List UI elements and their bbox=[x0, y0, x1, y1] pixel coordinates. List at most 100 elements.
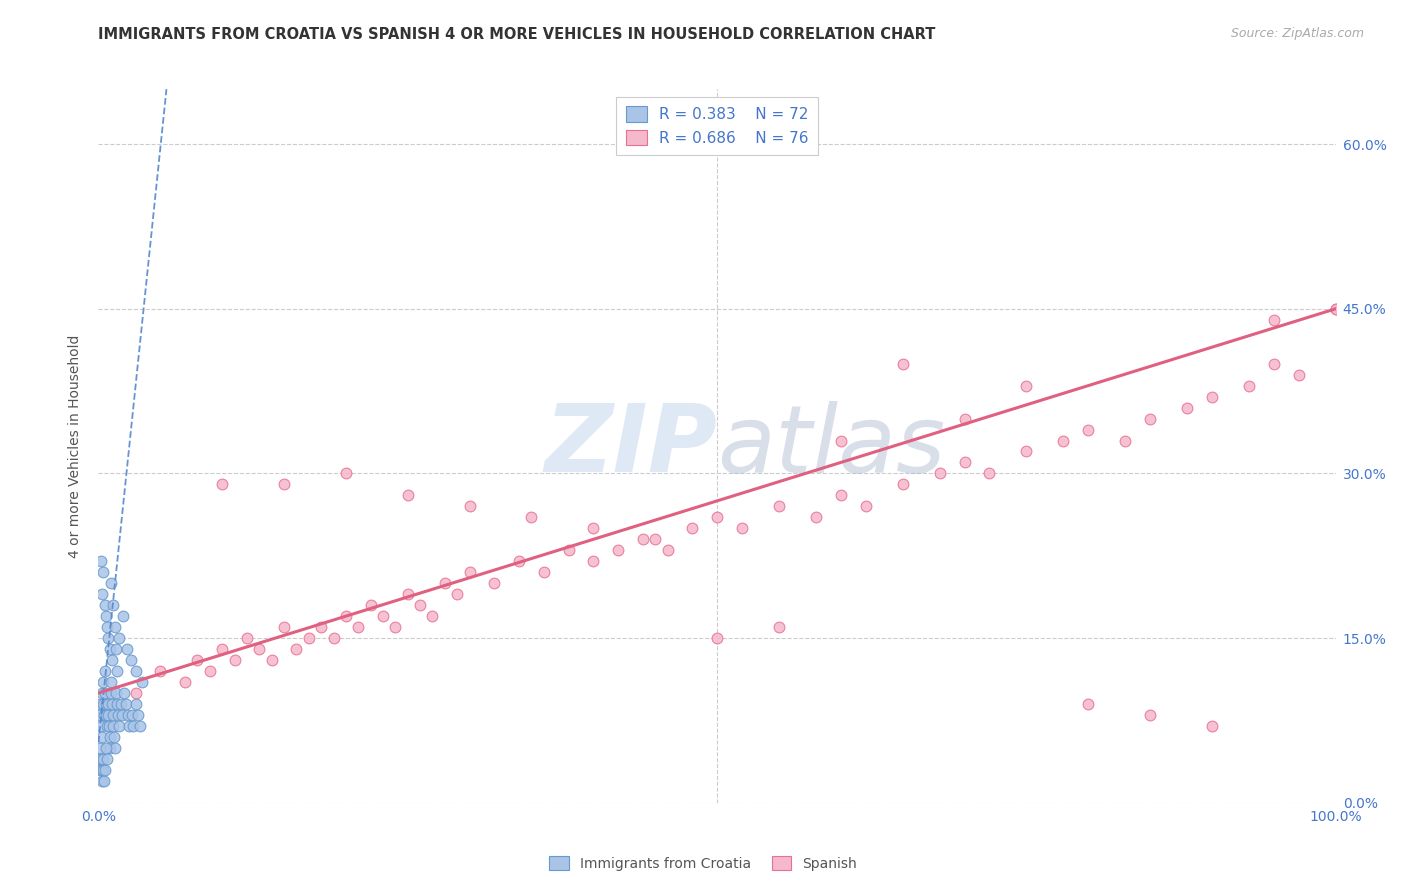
Point bbox=[93, 763, 115, 777]
Point bbox=[396, 488, 419, 502]
Point bbox=[335, 609, 357, 624]
Point bbox=[149, 664, 172, 678]
Point bbox=[706, 631, 728, 645]
Point bbox=[131, 675, 153, 690]
Point bbox=[582, 554, 605, 568]
Point bbox=[121, 708, 143, 723]
Point bbox=[120, 653, 142, 667]
Point bbox=[371, 609, 394, 624]
Point bbox=[89, 708, 111, 723]
Point bbox=[91, 675, 114, 690]
Point bbox=[631, 533, 654, 547]
Point bbox=[1139, 411, 1161, 425]
Point bbox=[928, 467, 950, 481]
Point bbox=[247, 642, 270, 657]
Point bbox=[953, 455, 976, 469]
Point bbox=[768, 500, 790, 514]
Point bbox=[103, 719, 125, 733]
Point bbox=[96, 752, 118, 766]
Point bbox=[174, 675, 197, 690]
Point bbox=[124, 697, 146, 711]
Point bbox=[409, 598, 432, 612]
Point bbox=[90, 752, 112, 766]
Point bbox=[97, 697, 120, 711]
Point bbox=[90, 763, 112, 777]
Point bbox=[101, 653, 124, 667]
Point bbox=[105, 697, 128, 711]
Point bbox=[855, 500, 877, 514]
Point bbox=[93, 708, 115, 723]
Point bbox=[100, 576, 122, 591]
Point bbox=[1288, 368, 1310, 382]
Point bbox=[103, 620, 125, 634]
Point bbox=[1077, 423, 1099, 437]
Point bbox=[1015, 378, 1038, 392]
Point bbox=[124, 664, 146, 678]
Point bbox=[97, 631, 120, 645]
Point bbox=[93, 598, 115, 612]
Point bbox=[1015, 444, 1038, 458]
Point bbox=[115, 642, 138, 657]
Point bbox=[89, 697, 111, 711]
Point bbox=[98, 642, 121, 657]
Point bbox=[508, 554, 530, 568]
Point bbox=[422, 609, 444, 624]
Point bbox=[1324, 301, 1347, 316]
Point bbox=[129, 719, 152, 733]
Point bbox=[108, 719, 131, 733]
Point bbox=[731, 521, 754, 535]
Point bbox=[87, 752, 110, 766]
Text: atlas: atlas bbox=[717, 401, 945, 491]
Point bbox=[830, 434, 852, 448]
Point bbox=[768, 620, 790, 634]
Point bbox=[891, 477, 914, 491]
Point bbox=[112, 609, 135, 624]
Point bbox=[458, 500, 481, 514]
Point bbox=[1114, 434, 1136, 448]
Point bbox=[103, 598, 125, 612]
Point bbox=[89, 763, 111, 777]
Point bbox=[105, 664, 128, 678]
Point bbox=[706, 510, 728, 524]
Point bbox=[104, 686, 127, 700]
Point bbox=[433, 576, 456, 591]
Point bbox=[89, 740, 111, 755]
Point bbox=[1324, 301, 1347, 316]
Point bbox=[446, 587, 468, 601]
Point bbox=[309, 620, 332, 634]
Point bbox=[96, 719, 118, 733]
Point bbox=[1263, 357, 1285, 371]
Point bbox=[484, 576, 506, 591]
Point bbox=[198, 664, 221, 678]
Point bbox=[96, 620, 118, 634]
Point bbox=[681, 521, 703, 535]
Point bbox=[186, 653, 208, 667]
Point bbox=[979, 467, 1001, 481]
Point bbox=[111, 708, 134, 723]
Point bbox=[347, 620, 370, 634]
Text: Source: ZipAtlas.com: Source: ZipAtlas.com bbox=[1230, 27, 1364, 40]
Point bbox=[657, 543, 679, 558]
Point bbox=[804, 510, 827, 524]
Point bbox=[114, 697, 136, 711]
Point bbox=[211, 477, 233, 491]
Point bbox=[322, 631, 344, 645]
Point bbox=[557, 543, 579, 558]
Point bbox=[100, 675, 122, 690]
Point bbox=[127, 708, 149, 723]
Point bbox=[891, 357, 914, 371]
Point bbox=[644, 533, 666, 547]
Point bbox=[236, 631, 259, 645]
Point bbox=[533, 566, 555, 580]
Point bbox=[768, 137, 790, 152]
Y-axis label: 4 or more Vehicles in Household: 4 or more Vehicles in Household bbox=[69, 334, 83, 558]
Point bbox=[1077, 697, 1099, 711]
Point bbox=[107, 708, 129, 723]
Point bbox=[273, 477, 295, 491]
Point bbox=[101, 708, 124, 723]
Point bbox=[110, 697, 132, 711]
Point bbox=[93, 566, 115, 580]
Point bbox=[1175, 401, 1198, 415]
Point bbox=[90, 730, 112, 744]
Point bbox=[94, 697, 117, 711]
